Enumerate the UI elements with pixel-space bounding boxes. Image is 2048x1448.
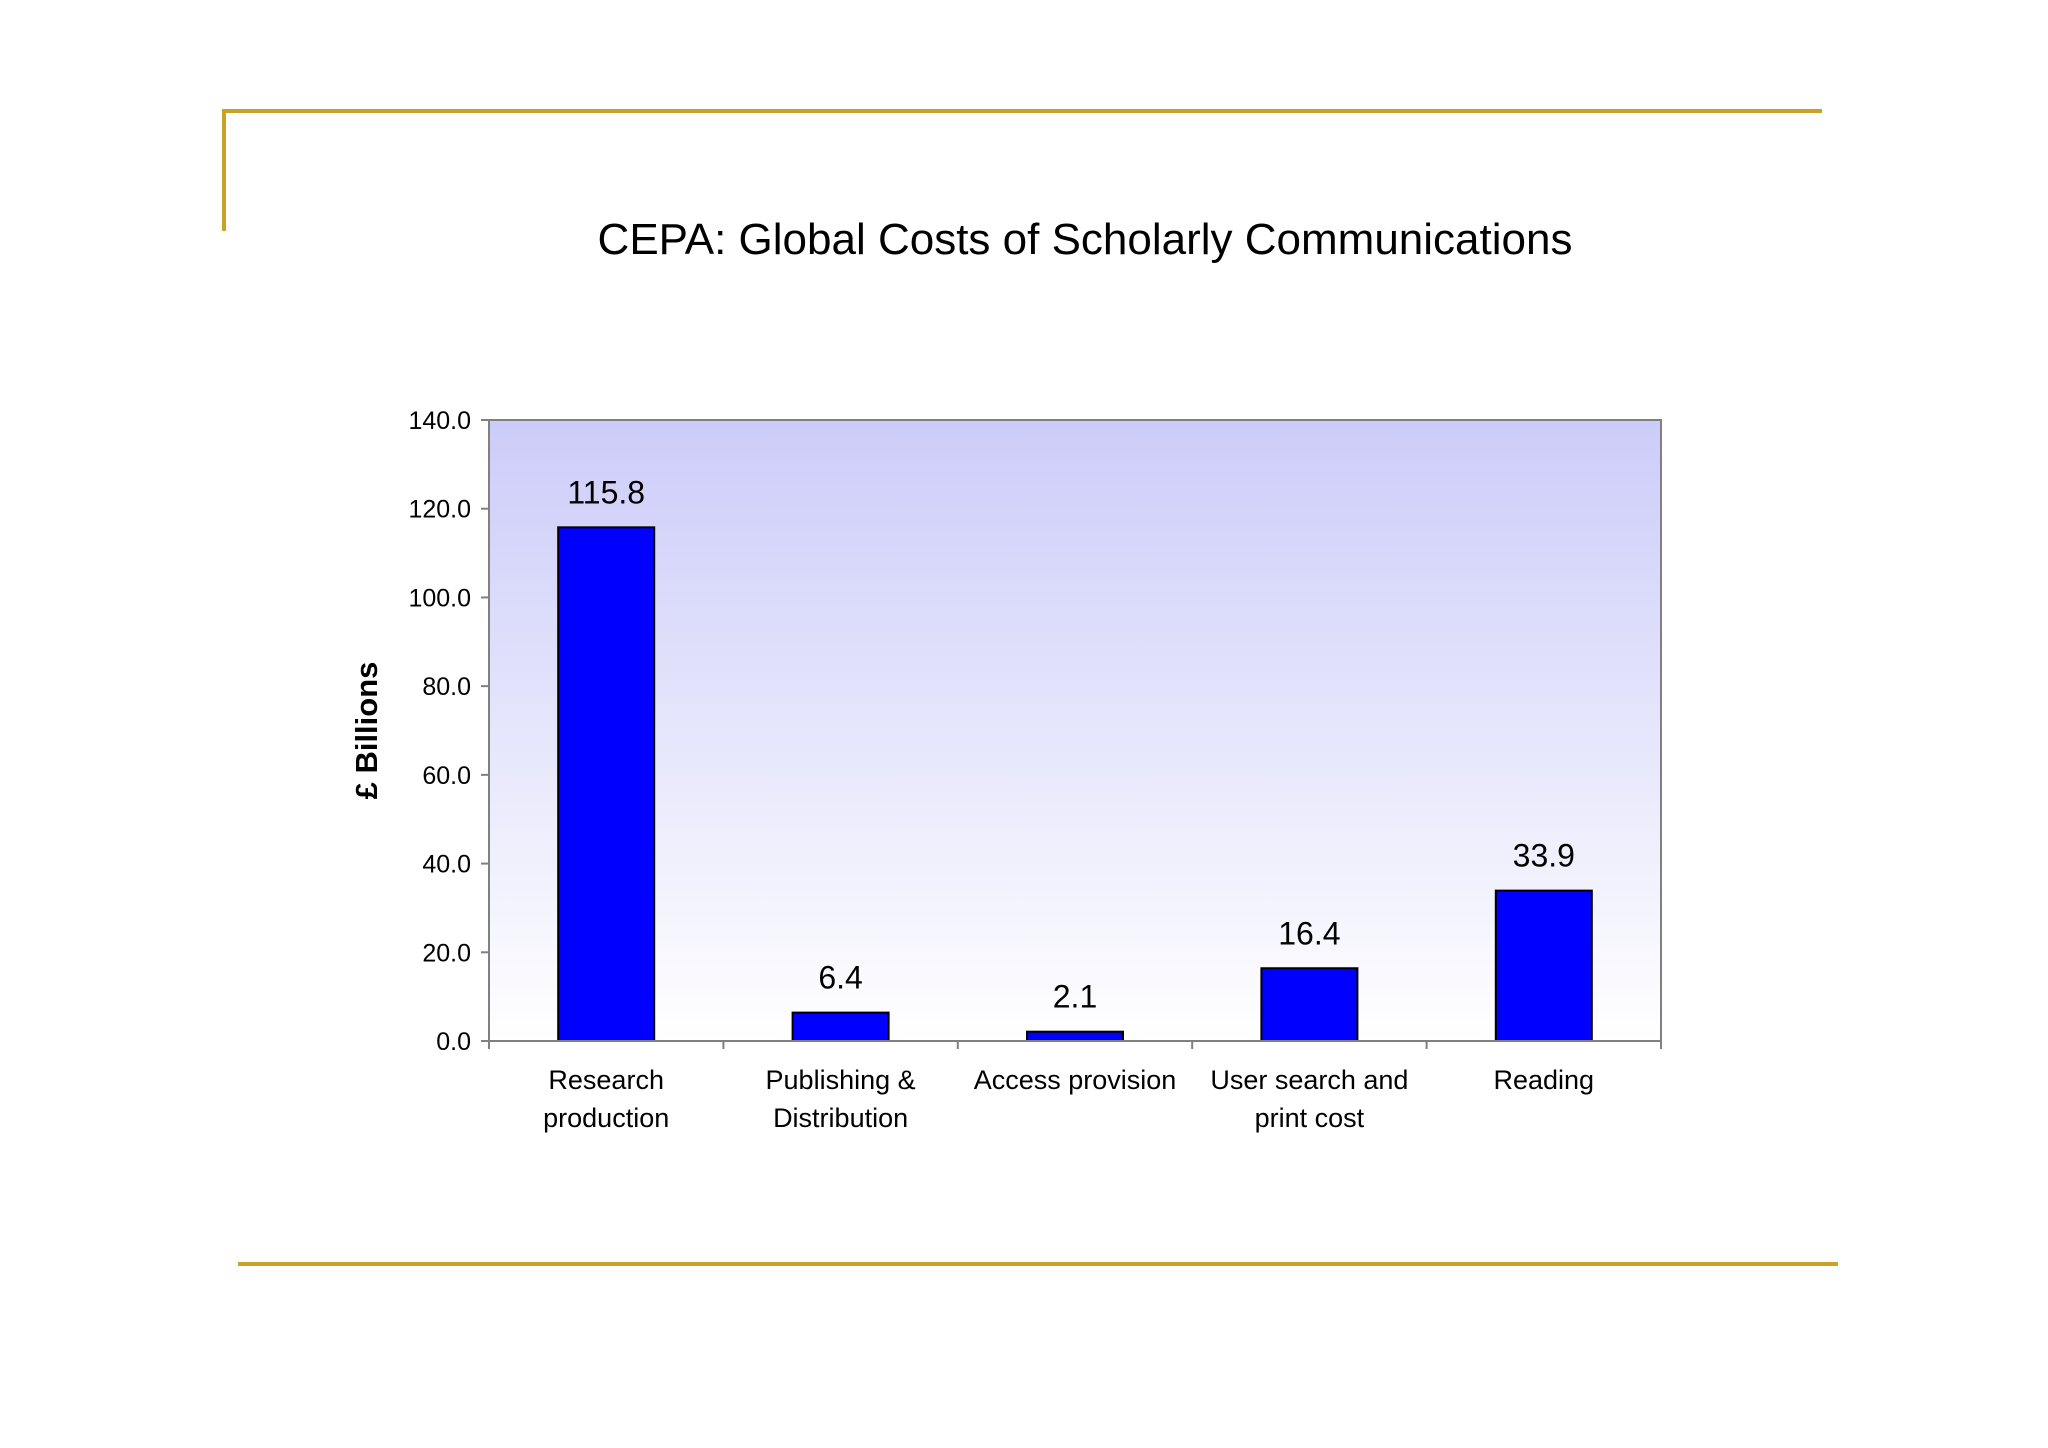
y-axis-label: £ Billions — [349, 662, 384, 800]
x-category-label: Reading — [1494, 1065, 1595, 1095]
x-category-label: Research production — [543, 1065, 669, 1133]
slide-frame-left-rule — [222, 109, 226, 231]
y-tick-label: 120.0 — [408, 496, 471, 524]
plot-area — [488, 419, 1662, 1042]
bar-value-label: 16.4 — [1278, 915, 1340, 951]
bars-group: 115.8 6.4 2.1 16.4 33.9 — [557, 474, 1593, 1043]
bar — [1494, 889, 1593, 1042]
bar-value-label: 6.4 — [818, 960, 862, 996]
x-category-label: Publishing & Distribution — [766, 1065, 916, 1133]
x-axis: Research production Publishing & Distributi… — [488, 1040, 1662, 1133]
x-category-label: Access provision — [974, 1065, 1177, 1095]
y-axis: 0.0 20.0 40.0 60.0 80.0 100.0 120.0 140.0 — [408, 407, 490, 1056]
bar — [791, 1011, 890, 1043]
y-tick-label: 0.0 — [436, 1028, 471, 1056]
bar — [1026, 1030, 1124, 1043]
bar-value-label: 115.8 — [567, 474, 645, 510]
y-tick-label: 40.0 — [422, 851, 471, 879]
y-tick-label: 140.0 — [408, 407, 471, 435]
slide-frame-top-rule — [222, 109, 1822, 113]
y-tick-label: 80.0 — [422, 673, 471, 701]
slide-frame-bottom-rule — [238, 1262, 1838, 1266]
bar — [1260, 967, 1359, 1042]
y-tick-label: 100.0 — [408, 584, 471, 612]
y-tick-label: 20.0 — [422, 939, 471, 967]
chart-title: CEPA: Global Costs of Scholarly Communic… — [597, 215, 1573, 264]
x-category-label: User search and print cost — [1210, 1065, 1408, 1133]
y-tick-label: 60.0 — [422, 762, 471, 790]
bar — [557, 526, 656, 1042]
bar-value-label: 33.9 — [1513, 838, 1575, 874]
bar-value-label: 2.1 — [1053, 979, 1097, 1015]
